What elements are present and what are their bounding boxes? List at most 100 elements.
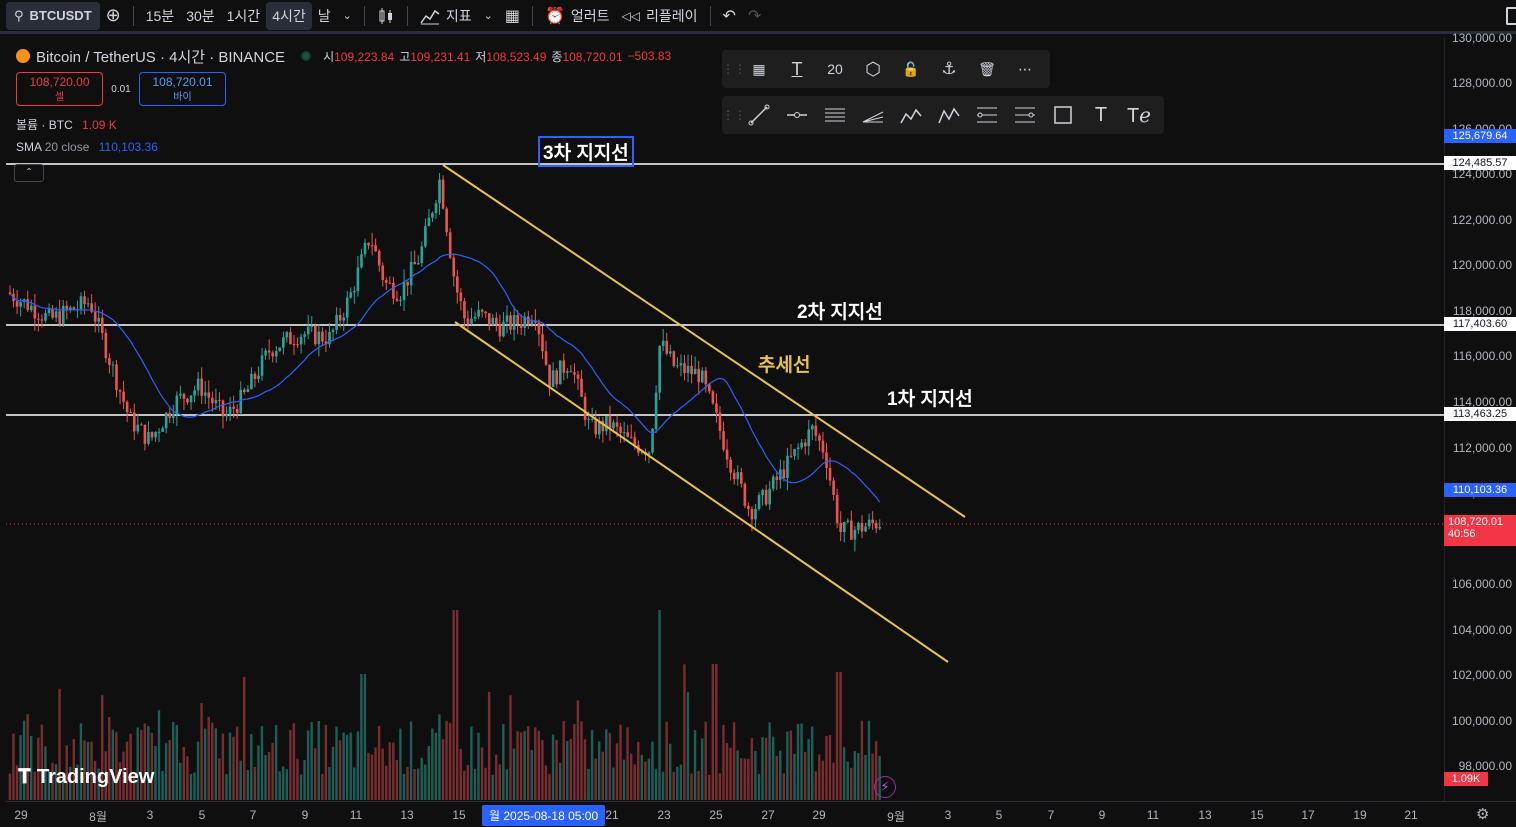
anchored-text-tool-icon[interactable]: Tℯ xyxy=(1126,104,1152,127)
pattern-tool-icon[interactable] xyxy=(892,98,930,132)
rectangle-tool-icon[interactable] xyxy=(1044,98,1082,132)
time-tick-label: 3 xyxy=(944,808,952,822)
fullscreen-icon[interactable] xyxy=(1506,7,1516,25)
price-tick-label: 106,000.00 xyxy=(1451,577,1512,591)
sell-button[interactable]: 108,720.00 셀 xyxy=(16,72,103,106)
candle-body xyxy=(470,318,473,324)
settings-gear-icon[interactable]: ⬡ xyxy=(865,58,881,79)
volume-bar xyxy=(360,674,363,800)
candle-body xyxy=(814,425,818,436)
symbol-search-button[interactable]: ⚲ BTCUSDT xyxy=(6,1,100,30)
drag-handle-icon[interactable]: ⋮⋮ xyxy=(722,108,746,122)
volume-bar xyxy=(700,738,704,800)
volume-bar xyxy=(193,772,196,800)
template-grid-icon[interactable]: ▦ xyxy=(752,60,766,77)
candle-body xyxy=(83,296,86,305)
volume-bar xyxy=(871,753,874,800)
volume-bar xyxy=(260,726,264,800)
trend-line-tool-icon[interactable] xyxy=(740,98,778,132)
undo-icon[interactable]: ↶ xyxy=(722,7,736,25)
text-color-icon[interactable]: T xyxy=(791,58,803,79)
candle-body xyxy=(331,329,335,332)
volume-bar xyxy=(342,732,345,800)
volume-bar xyxy=(179,762,182,800)
redo-icon[interactable]: ↷ xyxy=(747,7,762,25)
volume-bar xyxy=(30,735,33,800)
pitchfork-tool-icon[interactable] xyxy=(854,98,892,132)
time-scale[interactable]: 월 2025-08-18 05:00 ⚙ 29 8월 3 5 7 9 11 13 15 21 23 2… xyxy=(6,801,1516,827)
volume-bar xyxy=(697,770,700,800)
candle-body xyxy=(619,426,622,433)
abcd-pattern-tool-icon[interactable] xyxy=(930,98,968,132)
candle-body xyxy=(314,326,317,345)
candle-body xyxy=(69,307,72,310)
support-line-3-label[interactable]: 3차 지지선 xyxy=(538,136,634,167)
interval-dropdown-chevron-down-icon[interactable]: ⌄ xyxy=(342,10,352,22)
symbol-label: BTCUSDT xyxy=(29,8,92,23)
anchor-icon[interactable]: ⚓ xyxy=(941,59,957,78)
drag-handle-icon[interactable]: ⋮⋮ xyxy=(722,62,746,76)
indicators-dropdown-chevron-down-icon[interactable]: ⌄ xyxy=(483,10,493,22)
volume-bar xyxy=(221,733,225,800)
chart-canvas[interactable] xyxy=(6,37,1444,801)
fib-extension-tool-icon[interactable] xyxy=(1006,98,1044,132)
candle-body xyxy=(15,301,19,307)
lock-icon[interactable]: 🔓 xyxy=(902,60,920,77)
interval-15m[interactable]: 15분 xyxy=(145,7,175,24)
chart-type-candles-icon[interactable] xyxy=(371,2,401,30)
symbol-title[interactable]: Bitcoin / TetherUS · 4시간 · BINANCE xyxy=(36,48,286,66)
settings-gear-icon[interactable]: ⚙ xyxy=(1476,806,1490,823)
volume-bar xyxy=(658,610,661,800)
candle-body xyxy=(456,276,459,293)
volume-bar xyxy=(431,728,434,800)
volume-bar xyxy=(661,771,665,800)
candle-body xyxy=(661,340,665,347)
interval-30m[interactable]: 30분 xyxy=(186,7,215,24)
candle-body xyxy=(93,311,97,322)
buy-button[interactable]: 108,720.01 바이 xyxy=(139,72,226,106)
volume-bar xyxy=(569,739,572,800)
lightning-icon[interactable]: ⚡ xyxy=(874,776,896,798)
interval-1d[interactable]: 날 xyxy=(317,7,331,24)
time-tick-label: 9월 xyxy=(887,810,905,824)
candle-body xyxy=(598,420,601,435)
collapse-legend-chevron-up-icon[interactable]: ˆ xyxy=(14,164,44,182)
trash-icon[interactable]: 🗑 xyxy=(978,60,996,77)
candle-body xyxy=(345,297,349,318)
font-size-select[interactable]: 20 xyxy=(827,61,843,77)
indicators-button[interactable]: 지표 xyxy=(414,2,478,30)
volume-bar xyxy=(651,741,654,800)
time-tick-label: 23 xyxy=(657,808,671,822)
interval-1h[interactable]: 1시간 xyxy=(226,7,261,24)
volume-bar xyxy=(757,773,761,800)
volume-bar xyxy=(54,764,58,800)
more-options-icon[interactable]: ⋯ xyxy=(1018,60,1032,77)
chart-pane[interactable]: ˆ xyxy=(6,37,1444,801)
volume-value: 1.09 K xyxy=(82,118,117,132)
candle-body xyxy=(65,305,69,310)
candle-body xyxy=(736,472,740,480)
layouts-grid-icon[interactable]: ▦ xyxy=(504,7,520,25)
replay-button[interactable]: ◁◁ 리플레이 xyxy=(616,2,704,30)
candle-body xyxy=(566,371,569,373)
support-line-2-label[interactable]: 2차 지지선 xyxy=(797,302,883,323)
add-symbol-button[interactable]: ⊕ xyxy=(105,5,121,25)
candle-body xyxy=(825,452,828,468)
candle-body xyxy=(505,315,509,322)
volume-bar xyxy=(47,769,51,800)
support-line-1-label[interactable]: 1차 지지선 xyxy=(887,389,973,410)
volume-legend[interactable]: 볼륨 · BTC 1.09 K xyxy=(16,116,676,132)
market-open-status-icon xyxy=(301,51,312,61)
parallel-channel-tool-icon[interactable] xyxy=(816,98,854,132)
volume-bar xyxy=(381,748,384,800)
candle-body xyxy=(243,389,246,393)
sma-legend[interactable]: SMA 20 close 110,103.36 xyxy=(16,140,676,154)
fib-retracement-tool-icon[interactable] xyxy=(968,98,1006,132)
trendline-label[interactable]: 추세선 xyxy=(758,355,811,376)
top-toolbar: ⚲ BTCUSDT ⊕ 15분 30분 1시간 4시간 날 ⌄ 지표 ⌄ ▦ ⏰… xyxy=(0,0,1516,34)
text-tool-icon[interactable]: T xyxy=(1094,103,1108,126)
interval-4h[interactable]: 4시간 xyxy=(266,1,312,30)
alerts-button[interactable]: ⏰ 얼러트 xyxy=(539,2,616,30)
volume-bar xyxy=(740,758,743,800)
horizontal-ray-tool-icon[interactable] xyxy=(778,98,816,132)
